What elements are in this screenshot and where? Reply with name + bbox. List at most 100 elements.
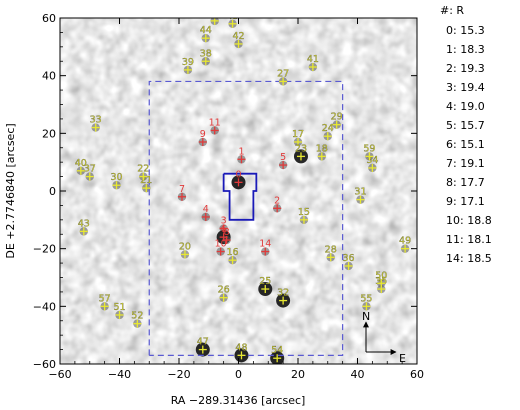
- source-label: 0: [235, 169, 241, 180]
- source-label: 1: [238, 146, 244, 157]
- source-label: 48: [235, 342, 247, 353]
- north-label: N: [362, 310, 370, 323]
- red-source-mark: 7: [177, 184, 186, 201]
- y-tick-label: −60: [33, 358, 56, 371]
- x-axis-ticks: −60 −40 −20 0 20 40 60: [48, 18, 424, 381]
- source-label: 55: [360, 293, 372, 304]
- source-label: 52: [131, 311, 143, 322]
- red-source-mark: 0: [234, 169, 243, 187]
- source-label: 14: [259, 239, 271, 250]
- source-label: 38: [200, 48, 212, 59]
- field-of-view-frame: [148, 80, 344, 356]
- y-tick-label: 20: [42, 127, 56, 140]
- source-label: 24: [322, 123, 334, 134]
- yellow-source-mark: 27: [277, 68, 289, 86]
- source-label: 54: [271, 345, 283, 356]
- legend-row: 7: 19.1: [446, 157, 485, 170]
- red-source-mark: 11: [209, 117, 221, 135]
- legend-row: 8: 17.7: [446, 176, 485, 189]
- source-label: 37: [84, 164, 96, 175]
- legend-row: 1: 18.3: [446, 43, 485, 56]
- yellow-source-mark: 26: [217, 285, 230, 302]
- x-tick-label: 20: [291, 368, 305, 381]
- x-tick-label: 40: [351, 368, 365, 381]
- yellow-source-mark: 55: [360, 293, 373, 311]
- y-tick-label: −20: [33, 243, 56, 256]
- yellow-source-mark: 36: [342, 253, 355, 270]
- legend-row: 4: 19.0: [446, 100, 485, 113]
- red-source-mark: 2: [273, 195, 282, 213]
- source-label: 43: [78, 218, 90, 229]
- source-label: 45: [227, 11, 239, 22]
- yellow-source-mark: 28: [325, 244, 337, 262]
- yellow-source-mark: 42: [232, 31, 245, 48]
- y-tick-label: 0: [49, 185, 56, 198]
- source-label: 28: [325, 244, 337, 255]
- source-label: 9: [200, 129, 206, 140]
- overlay-layer: 1516171820212223242526272829303132333435…: [75, 8, 411, 363]
- x-tick-label: 60: [410, 368, 424, 381]
- red-source-mark: 14: [259, 239, 271, 256]
- x-tick-label: 0: [235, 368, 242, 381]
- red-source-marks: 0 1 2 3 4 5 6 7 8 9 10 11 14: [177, 117, 288, 256]
- yellow-source-mark: 20: [179, 241, 191, 259]
- target-aperture-outline: [222, 172, 258, 221]
- source-label: 3: [221, 215, 227, 226]
- source-label: 15: [298, 207, 310, 218]
- yellow-source-mark: 59: [363, 143, 376, 161]
- yellow-source-mark: 43: [78, 218, 90, 236]
- yellow-source-mark: 31: [354, 187, 367, 204]
- source-label: 59: [363, 143, 375, 154]
- red-source-mark: 4: [201, 204, 210, 221]
- source-label: 4: [203, 204, 209, 215]
- source-label: 25: [259, 276, 271, 287]
- east-label: E: [399, 352, 406, 365]
- source-label: 42: [232, 31, 244, 42]
- source-label: 27: [277, 68, 289, 79]
- y-tick-label: −40: [33, 300, 56, 313]
- yellow-source-mark: 41: [307, 54, 319, 72]
- source-label: 57: [99, 293, 111, 304]
- source-label: 39: [182, 57, 194, 68]
- yellow-source-mark: 39: [182, 57, 194, 74]
- source-label: 8: [224, 227, 230, 238]
- source-label: 2: [274, 195, 280, 206]
- legend-row: 2: 19.3: [446, 62, 485, 75]
- source-label: 47: [197, 337, 209, 348]
- legend-row: 6: 15.1: [446, 138, 485, 151]
- yellow-source-mark: 51: [113, 302, 126, 319]
- yellow-source-mark: 40: [75, 158, 87, 175]
- x-tick-label: −20: [167, 368, 190, 381]
- red-source-mark: 10: [215, 239, 227, 256]
- yellow-source-mark: 17: [292, 129, 304, 146]
- source-label: 22: [137, 164, 149, 175]
- y-axis-title: DE +2.7746840 [arcsec]: [4, 123, 17, 258]
- y-tick-label: 60: [42, 12, 56, 25]
- yellow-source-mark: 22: [137, 163, 149, 181]
- red-source-mark: 5: [279, 152, 288, 170]
- source-label: 7: [179, 184, 185, 195]
- legend-row: 10: 18.8: [446, 214, 492, 227]
- yellow-source-mark: 38: [200, 48, 212, 66]
- compass: N E: [362, 310, 406, 365]
- yellow-source-mark: 16: [226, 247, 239, 265]
- source-label: 34: [366, 155, 378, 166]
- yellow-source-mark: 49: [399, 236, 411, 253]
- yellow-source-mark: 24: [322, 123, 334, 141]
- source-label: 40: [75, 158, 87, 169]
- source-label: 31: [354, 187, 366, 198]
- yellow-source-mark: 32: [277, 287, 289, 305]
- legend-header: #: R: [440, 4, 464, 17]
- red-source-mark: 1: [237, 146, 246, 164]
- yellow-source-mark: 37: [84, 163, 96, 181]
- source-label: 23: [295, 143, 307, 154]
- legend-row: 0: 15.3: [446, 24, 485, 37]
- source-label: 46: [209, 8, 221, 19]
- red-source-mark: 8: [222, 227, 231, 245]
- source-label: 17: [292, 129, 304, 140]
- magnitude-legend: #: R 0: 15.3 1: 18.3 2: 19.3 3: 19.4 4: 19.0…: [440, 4, 492, 265]
- source-label: 36: [343, 253, 355, 264]
- yellow-source-mark: 47: [197, 336, 209, 354]
- source-label: 26: [218, 285, 230, 296]
